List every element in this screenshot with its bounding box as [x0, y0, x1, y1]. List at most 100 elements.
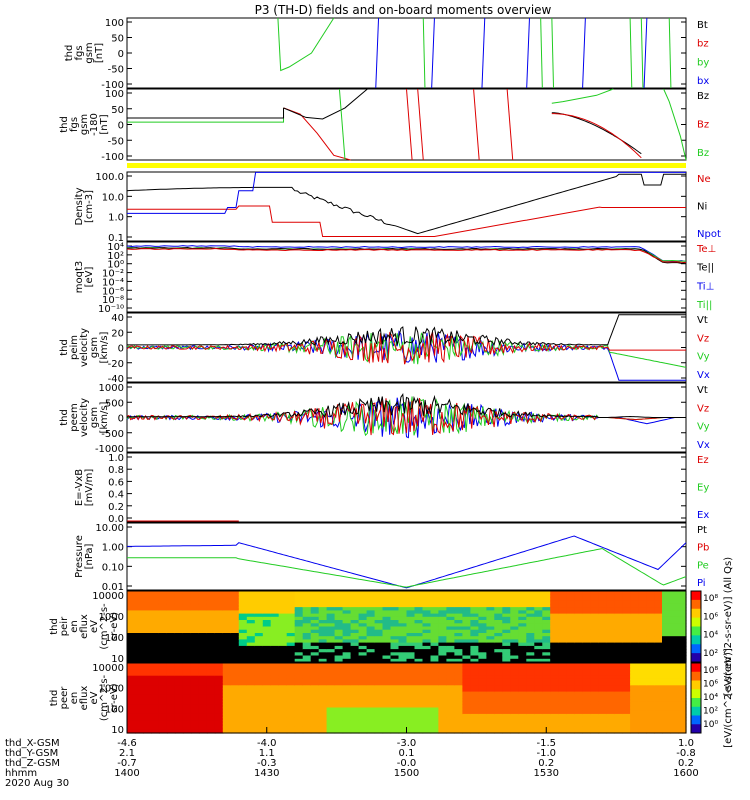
spectrogram-cell	[262, 666, 272, 670]
spectrogram-cell	[414, 597, 424, 602]
spectrogram-cell	[151, 607, 160, 611]
spectrogram-cell	[422, 626, 432, 631]
y-label-line: eflux	[79, 614, 90, 639]
spectrogram-cell	[486, 698, 495, 702]
spectrogram-cell	[143, 613, 152, 618]
spectrogram-cell	[158, 682, 168, 686]
spectrogram-cell	[414, 600, 424, 605]
spectrogram-cell	[526, 688, 535, 693]
spectrogram-cell	[302, 600, 312, 605]
spectrogram-cell	[214, 669, 224, 674]
spectrogram-cell	[566, 591, 575, 595]
spectrogram-cell	[382, 655, 392, 660]
spectrogram-cell	[278, 626, 288, 631]
spectrogram-cell	[302, 616, 312, 621]
spectrogram-cell	[526, 655, 535, 660]
spectrogram-cell	[622, 682, 631, 686]
spectrogram-cell	[214, 682, 224, 686]
spectrogram-cell	[214, 713, 224, 718]
spectrogram-cell	[462, 607, 471, 611]
trace-by	[640, 17, 644, 89]
spectrogram-cell	[358, 629, 368, 634]
spectrogram-cell	[278, 603, 288, 608]
spectrogram-cell	[135, 610, 144, 615]
spectrogram-cell	[446, 633, 455, 637]
spectrogram-cell	[366, 691, 376, 696]
spectrogram-cell	[518, 704, 527, 709]
spectrogram-cell	[127, 600, 136, 605]
spectrogram-cell	[214, 726, 224, 731]
spectrogram-cell	[310, 701, 320, 705]
spectrogram-cell	[262, 613, 272, 618]
spectrogram-cell	[151, 688, 160, 693]
spectrogram-cell	[614, 682, 623, 686]
spectrogram-cell	[518, 597, 527, 602]
spectrogram-cell	[158, 607, 168, 611]
spectrogram-cell	[558, 607, 567, 611]
spectrogram-cell	[638, 626, 647, 631]
spectrogram-cell	[438, 613, 447, 618]
y-label-line: sr-eV)	[109, 683, 120, 712]
spectrogram-cell	[470, 720, 479, 725]
spectrogram-cell	[582, 710, 591, 715]
x-tick-label-xgsm: -1.5	[536, 738, 556, 749]
spectrogram-cell	[486, 645, 495, 650]
spectrogram-cell	[462, 729, 471, 734]
y-tick-label: 1000	[99, 684, 124, 695]
spectrogram-cell	[382, 704, 392, 709]
spectrogram-cell	[566, 645, 575, 650]
spectrogram-cell	[366, 723, 376, 728]
spectrogram-cell	[510, 688, 519, 693]
spectrogram-cell	[334, 729, 344, 734]
spectrogram-cell	[502, 658, 511, 663]
spectrogram-cell	[294, 591, 304, 595]
spectrogram-cell	[214, 652, 224, 657]
spectrogram-cell	[302, 603, 312, 608]
spectrogram-cell	[438, 729, 447, 734]
spectrogram-cell	[614, 678, 623, 683]
spectrogram-cell	[310, 710, 320, 715]
y-label-line: [km/s]	[99, 401, 110, 433]
spectrogram-cell	[182, 710, 192, 715]
spectrogram-cell	[350, 713, 360, 718]
spectrogram-cell	[238, 720, 248, 725]
spectrogram-cell	[174, 704, 184, 709]
y-label-line: eflux	[79, 686, 90, 711]
spectrogram-cell	[646, 639, 655, 644]
spectrogram-cell	[158, 616, 168, 621]
spectrogram-cell	[486, 613, 495, 618]
spectrogram-cell	[470, 655, 479, 660]
trace-pe	[127, 547, 687, 588]
spectrogram-cell	[135, 694, 144, 699]
spectrogram-cell	[454, 610, 463, 615]
spectrogram-cell	[654, 694, 663, 699]
spectrogram-cell	[622, 675, 631, 680]
spectrogram-cell	[390, 623, 400, 628]
colorbar-tick-label: 10²	[703, 707, 718, 717]
spectrogram-cell	[462, 591, 471, 595]
y-axis-label: thd peem velocity gsm [km/s]	[59, 398, 110, 437]
spectrogram-cell	[358, 726, 368, 731]
spectrogram-cell	[430, 645, 440, 650]
spectrogram-cell	[270, 629, 280, 634]
spectrogram-cell	[334, 655, 344, 660]
spectrogram-cell	[382, 594, 392, 598]
legend-vz-red: Vz	[697, 333, 709, 344]
spectrogram-cell	[135, 645, 144, 650]
colorbar-frame	[690, 662, 702, 734]
spectrogram-cell	[566, 685, 575, 690]
spectrogram-cell	[390, 704, 400, 709]
spectrogram-cell	[510, 600, 519, 605]
spectrogram-cell	[318, 672, 328, 677]
spectrogram-cell	[190, 710, 200, 715]
spectrogram-cell	[446, 655, 455, 660]
spectrogram-cell	[614, 723, 623, 728]
spectrogram-cell	[510, 613, 519, 618]
spectrogram-cell	[294, 613, 304, 618]
spectrogram-cell	[598, 645, 607, 650]
spectrogram-cell	[622, 645, 631, 650]
spectrogram-cell	[630, 652, 639, 657]
spectrogram-cell	[574, 698, 583, 702]
spectrogram-cell	[382, 629, 392, 634]
spectrogram-cell	[510, 663, 519, 667]
